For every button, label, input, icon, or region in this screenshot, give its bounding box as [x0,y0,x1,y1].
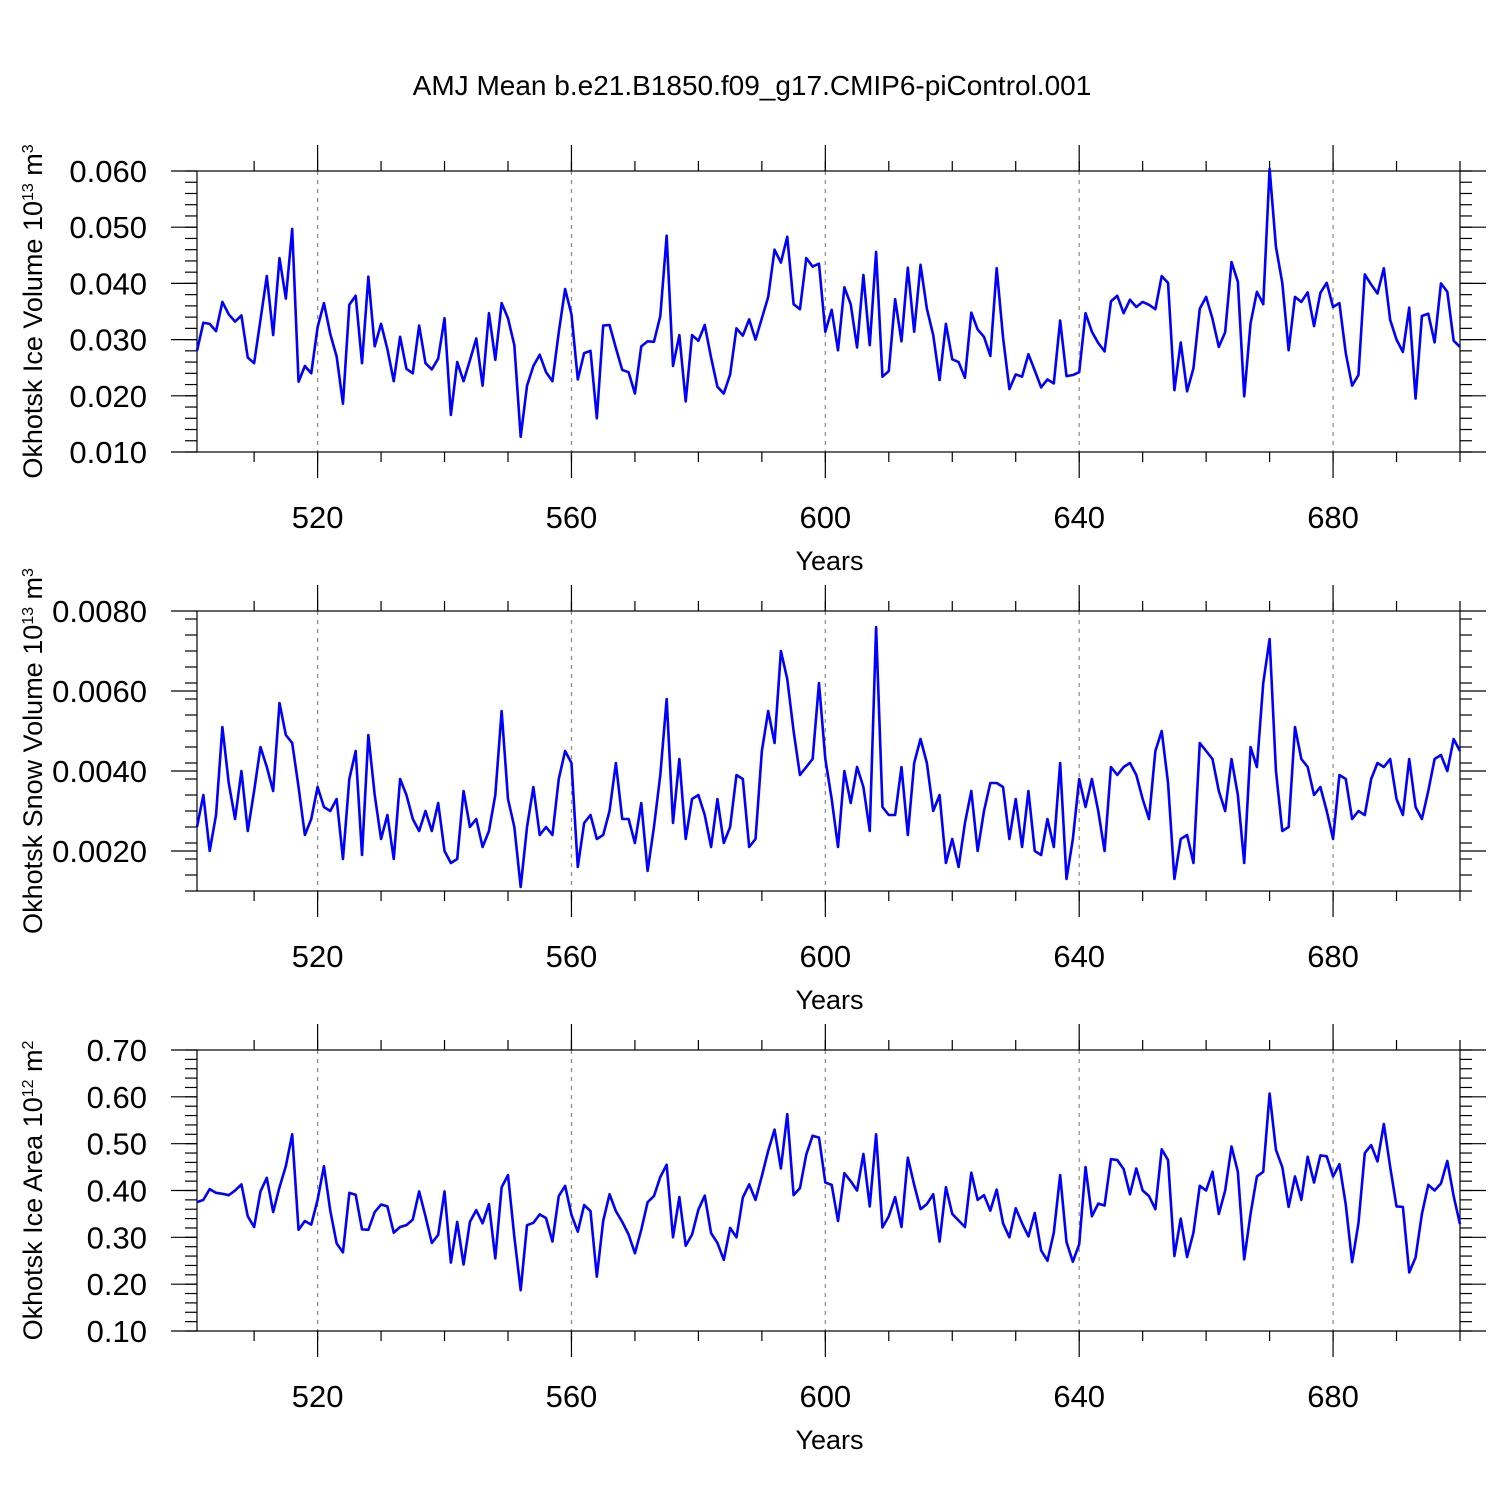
y-tick-label: 0.30 [87,1220,147,1255]
y-label-superscript: 13 [20,183,37,201]
y-tick-label: 0.50 [87,1127,147,1162]
y-tick-label: 0.20 [87,1267,147,1302]
x-axis-label: Years [795,1425,863,1455]
y-tick-label: 0.10 [87,1314,147,1349]
y-tick-label: 0.040 [69,266,147,301]
y-tick-label: 0.60 [87,1080,147,1115]
y-tick-label: 0.0060 [52,674,147,709]
series-line-3 [196,1092,1462,1292]
x-tick-label: 560 [546,939,598,974]
x-tick-label: 600 [799,939,851,974]
y-label-superscript: 12 [20,1079,37,1097]
y-label-superscript: 3 [20,568,37,577]
panel-1: 520 560 600 640 680 0.010 0.020 0.030 0.040 0.050… [18,144,1486,576]
x-tick-label: 680 [1307,500,1359,535]
y-tick-label: 0.030 [69,323,147,358]
y-tick-label: 0.70 [87,1033,147,1068]
x-tick-label: 600 [799,1379,851,1414]
y-axis-label: Okhotsk Snow Volume 1013 m3 [18,568,48,934]
plot-frame [196,1049,1461,1332]
panel-3: 520 560 600 640 680 0.10 0.20 0.30 0.40 0.50 0.60 0… [18,1024,1486,1455]
x-tick-label: 640 [1053,939,1105,974]
y-tick-label: 0.060 [69,154,147,189]
y-tick-label: 0.0040 [52,754,147,789]
plot-frame [196,170,1461,453]
x-tick-label: 520 [292,939,344,974]
y-label-text: m [18,577,48,607]
x-tick-label: 560 [546,1379,598,1414]
x-tick-label: 600 [799,500,851,535]
y-axis-label: Okhotsk Ice Volume 1013 m3 [18,144,48,478]
y-label-superscript: 2 [20,1040,37,1049]
y-label-text: Okhotsk Ice Area 10 [18,1097,48,1340]
x-tick-label: 560 [546,500,598,535]
x-tick-label: 520 [292,500,344,535]
y-tick-label: 0.020 [69,379,147,414]
series-line-2 [195,625,1462,889]
x-tick-label: 680 [1307,1379,1359,1414]
x-tick-label: 640 [1053,500,1105,535]
y-axis-label: Okhotsk Ice Area 1012 m2 [18,1040,48,1340]
x-tick-label: 680 [1307,939,1359,974]
panel-2: 520 560 600 640 680 0.0020 0.0040 0.0060 0.0080 Y… [18,568,1486,1015]
y-tick-label: 0.010 [69,435,147,470]
x-axis-label: Years [795,985,863,1015]
series-line-1 [195,167,1461,439]
y-label-text: m [18,1049,48,1079]
y-label-superscript: 13 [20,607,37,625]
x-tick-label: 640 [1053,1379,1105,1414]
y-tick-label: 0.0080 [52,594,147,629]
y-tick-label: 0.0020 [52,834,147,869]
y-label-text: Okhotsk Snow Volume 10 [18,625,48,934]
y-label-text: m [18,153,48,183]
y-tick-label: 0.40 [87,1174,147,1209]
x-tick-label: 520 [292,1379,344,1414]
y-tick-label: 0.050 [69,210,147,245]
y-label-text: Okhotsk Ice Volume 10 [18,201,48,479]
y-label-superscript: 3 [20,144,37,153]
x-axis-label: Years [795,546,863,576]
chart-title: AMJ Mean b.e21.B1850.f09_g17.CMIP6-piCon… [413,70,1092,101]
